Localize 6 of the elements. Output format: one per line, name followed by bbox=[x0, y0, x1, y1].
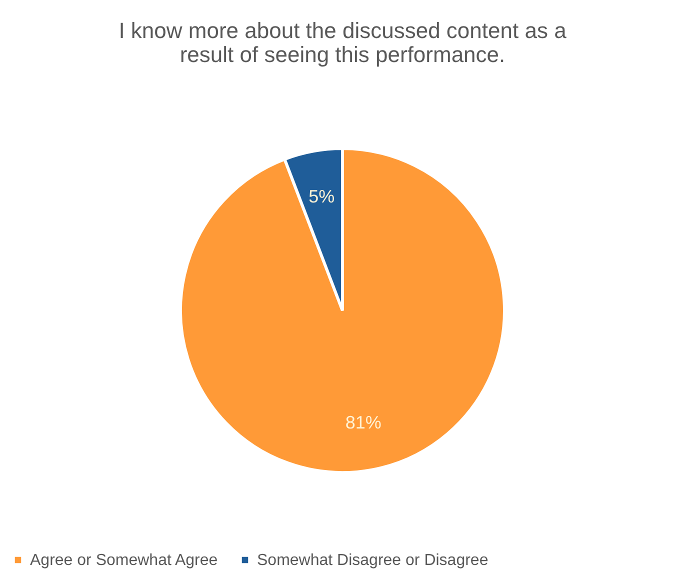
data-label: 81% bbox=[345, 412, 382, 433]
legend-label: Somewhat Disagree or Disagree bbox=[257, 552, 488, 569]
chart-title: I know more about the discussed content as a result of seeing this performance. bbox=[118, 18, 568, 67]
pie-slice bbox=[179, 147, 506, 474]
data-label: 5% bbox=[308, 186, 335, 206]
legend-label: Agree or Somewhat Agree bbox=[30, 552, 218, 569]
